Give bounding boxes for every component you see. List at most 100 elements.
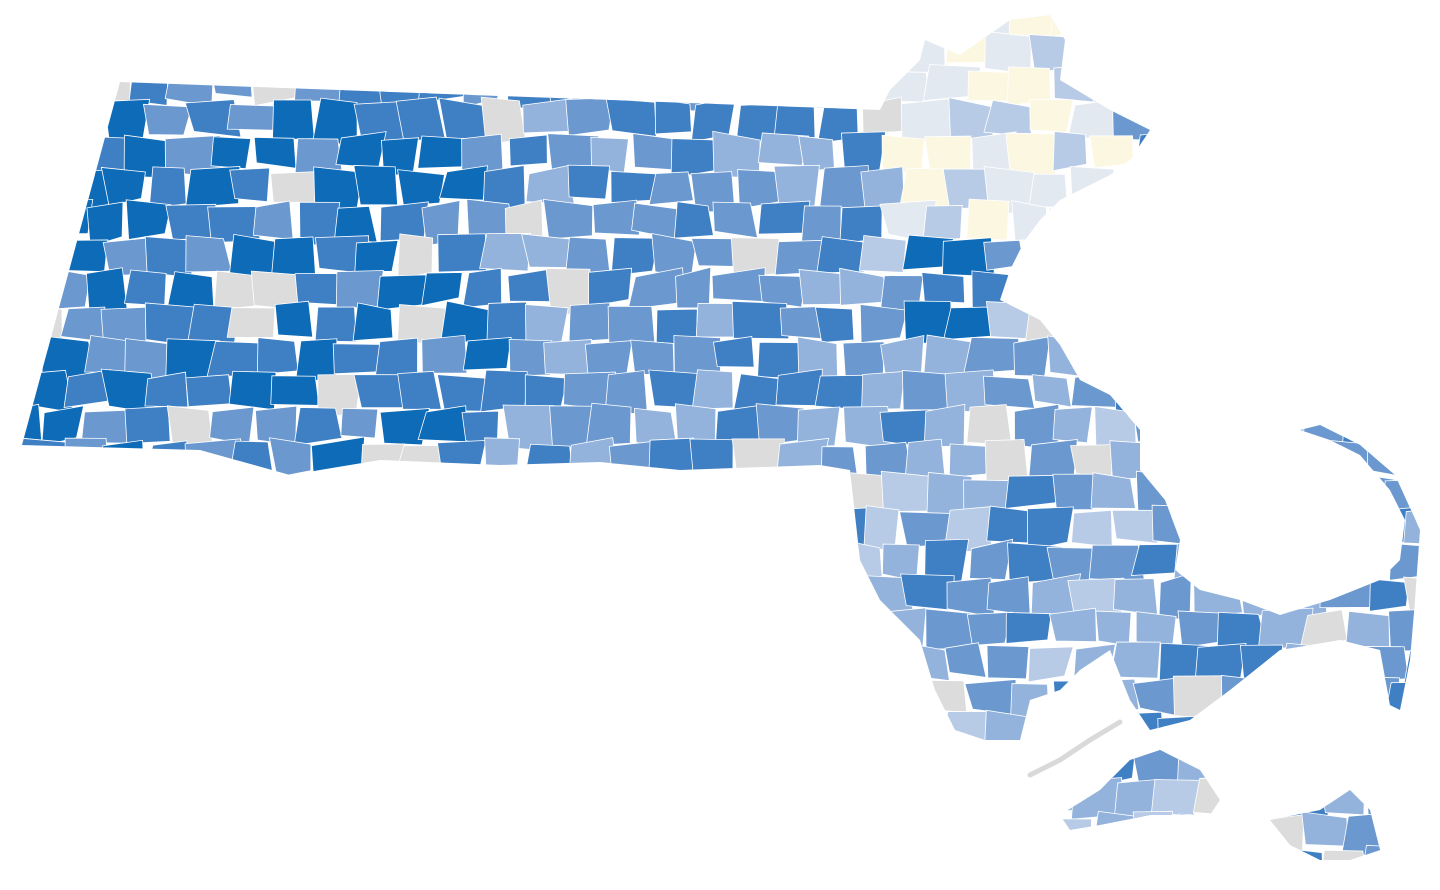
municipality xyxy=(1175,132,1225,173)
municipality xyxy=(459,813,507,859)
municipality xyxy=(0,29,21,68)
municipality xyxy=(1325,439,1374,480)
municipality xyxy=(525,443,574,473)
municipality xyxy=(292,880,338,890)
municipality xyxy=(1409,777,1420,823)
municipality xyxy=(900,98,956,143)
municipality xyxy=(1319,849,1369,860)
municipality xyxy=(313,645,356,678)
municipality xyxy=(713,679,766,719)
municipality xyxy=(479,645,532,680)
municipality xyxy=(1052,131,1088,172)
municipality xyxy=(629,810,671,852)
municipality xyxy=(253,136,297,169)
municipality xyxy=(1361,844,1407,860)
municipality xyxy=(1384,67,1420,108)
municipality xyxy=(100,780,155,820)
municipality xyxy=(231,784,276,824)
municipality xyxy=(1136,880,1177,890)
municipality xyxy=(647,848,692,860)
municipality xyxy=(1325,98,1366,140)
municipality xyxy=(731,33,790,71)
municipality xyxy=(900,573,955,611)
municipality xyxy=(436,439,487,473)
municipality xyxy=(167,676,208,720)
municipality xyxy=(1300,338,1343,376)
municipality xyxy=(1070,444,1115,479)
municipality xyxy=(714,542,753,576)
municipality xyxy=(1406,170,1420,214)
municipality xyxy=(437,572,487,613)
municipality xyxy=(759,681,802,718)
municipality xyxy=(125,199,172,240)
municipality xyxy=(523,778,574,816)
municipality xyxy=(605,98,657,137)
municipality xyxy=(796,15,840,37)
municipality xyxy=(1052,473,1095,511)
municipality xyxy=(717,470,769,507)
municipality xyxy=(1319,233,1369,273)
municipality xyxy=(232,643,274,681)
municipality xyxy=(1308,271,1351,305)
municipality xyxy=(776,506,830,550)
municipality xyxy=(22,167,27,207)
municipality xyxy=(170,15,216,38)
municipality xyxy=(335,270,384,309)
municipality xyxy=(251,744,300,785)
municipality xyxy=(335,675,381,711)
municipality xyxy=(1194,715,1242,746)
municipality xyxy=(816,236,865,274)
municipality xyxy=(1026,781,1077,811)
municipality xyxy=(1027,646,1074,683)
municipality xyxy=(967,812,1009,853)
municipality xyxy=(229,167,271,203)
municipality xyxy=(480,573,529,612)
municipality xyxy=(272,506,320,548)
municipality xyxy=(944,849,985,860)
municipality xyxy=(145,781,198,822)
municipality xyxy=(210,883,252,890)
municipality xyxy=(402,711,439,748)
municipality xyxy=(46,609,90,656)
municipality xyxy=(298,814,341,853)
municipality xyxy=(438,165,488,201)
municipality xyxy=(250,15,297,36)
municipality xyxy=(338,816,385,852)
municipality xyxy=(0,138,6,176)
municipality xyxy=(1221,66,1265,108)
municipality xyxy=(1365,234,1416,277)
municipality xyxy=(1429,138,1440,165)
municipality xyxy=(150,505,189,551)
municipality xyxy=(0,886,11,890)
municipality xyxy=(166,405,214,446)
municipality xyxy=(772,845,819,860)
municipality xyxy=(148,166,187,210)
municipality xyxy=(1235,306,1286,342)
municipality xyxy=(543,338,592,376)
municipality xyxy=(776,784,828,826)
municipality xyxy=(838,813,889,852)
municipality xyxy=(1066,233,1108,283)
municipality xyxy=(1216,884,1257,890)
municipality xyxy=(815,641,863,684)
municipality xyxy=(1217,206,1273,246)
municipality xyxy=(317,575,369,612)
municipality xyxy=(735,507,775,548)
municipality xyxy=(375,675,432,717)
municipality xyxy=(1426,339,1440,378)
municipality xyxy=(1240,29,1279,68)
municipality xyxy=(299,675,347,717)
municipality xyxy=(123,269,167,307)
municipality xyxy=(1004,474,1062,510)
municipality xyxy=(689,438,734,482)
municipality xyxy=(143,440,188,484)
municipality xyxy=(144,712,191,756)
municipality xyxy=(1193,849,1248,860)
municipality xyxy=(1173,542,1228,581)
municipality xyxy=(1150,368,1204,418)
municipality xyxy=(585,813,633,859)
municipality xyxy=(1307,678,1357,722)
municipality xyxy=(547,746,598,785)
municipality xyxy=(1323,507,1379,547)
municipality xyxy=(424,15,469,28)
